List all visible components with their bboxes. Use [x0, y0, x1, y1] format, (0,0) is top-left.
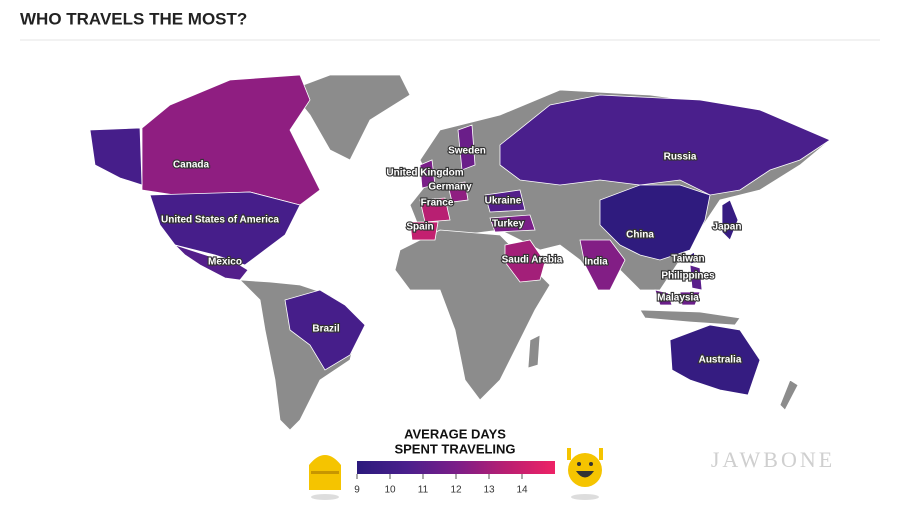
country-label: Australia — [699, 355, 742, 366]
country-label: United Kingdom — [386, 168, 463, 179]
country-label: Malaysia — [657, 293, 699, 304]
country — [284, 289, 366, 371]
country-label: United States of America — [161, 215, 279, 226]
indonesia — [639, 309, 741, 326]
country — [484, 189, 526, 213]
country-label: Ukraine — [485, 196, 522, 207]
country — [447, 181, 469, 203]
country — [499, 94, 831, 196]
watermark: JAWBONE — [711, 447, 835, 472]
tick-label: 12 — [450, 485, 462, 496]
country — [141, 74, 321, 206]
page-title: WHO TRAVELS THE MOST? — [20, 9, 247, 28]
country — [174, 244, 249, 281]
country-label: Saudi Arabia — [502, 255, 563, 266]
country-label: India — [584, 257, 608, 268]
country-label: Spain — [406, 222, 433, 233]
country-label: France — [421, 198, 454, 209]
country — [489, 214, 536, 233]
country-label: Taiwan — [671, 254, 704, 265]
country — [669, 324, 761, 396]
madagascar — [527, 334, 541, 369]
country-label: Brazil — [312, 324, 339, 335]
country-labels: Canada United States of America Mexico Braz… — [160, 145, 743, 367]
sad-face — [309, 455, 341, 500]
country — [579, 239, 626, 291]
happy-face — [567, 448, 603, 500]
country-label: Sweden — [448, 146, 486, 157]
country — [89, 127, 301, 266]
country — [419, 159, 436, 189]
country — [419, 197, 451, 223]
tick-label: 13 — [483, 485, 495, 496]
new-zealand — [779, 379, 799, 411]
country — [457, 124, 476, 171]
country — [689, 251, 697, 265]
country-label: Germany — [428, 182, 472, 193]
country — [654, 289, 701, 306]
country-label: Japan — [713, 222, 742, 233]
country-label: Mexico — [208, 257, 242, 268]
country — [504, 239, 546, 283]
legend: AVERAGE DAYS SPENT TRAVELING 9 10 11 12 13 14 — [309, 426, 603, 500]
country-label: Russia — [664, 152, 697, 163]
country-label: Canada — [173, 160, 210, 171]
legend-title: SPENT TRAVELING — [394, 441, 515, 456]
country — [409, 221, 439, 241]
tick-label: 10 — [384, 485, 396, 496]
country — [689, 264, 703, 291]
color-scale — [357, 461, 555, 474]
country — [599, 184, 711, 261]
country-label: Turkey — [492, 219, 524, 230]
tick-label: 14 — [516, 485, 528, 496]
tick-label: 9 — [354, 485, 360, 496]
legend-title: AVERAGE DAYS — [404, 426, 506, 441]
country — [721, 199, 739, 241]
legend-ticks: 9 10 11 12 13 14 — [354, 474, 528, 496]
countries — [89, 74, 831, 396]
tick-label: 11 — [418, 485, 429, 496]
country-label: China — [626, 230, 654, 241]
country-label: Philippines — [661, 271, 715, 282]
greenland — [289, 74, 411, 161]
